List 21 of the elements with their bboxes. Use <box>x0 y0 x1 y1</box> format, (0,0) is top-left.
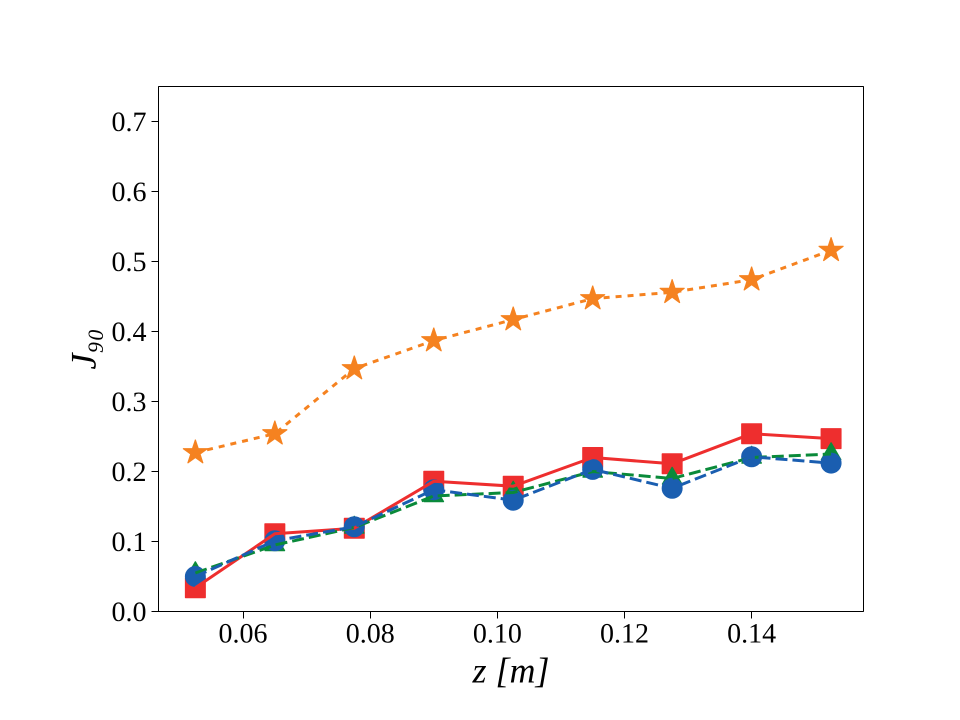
y-tick-label: 0.2 <box>112 457 146 488</box>
x-tick-label: 0.08 <box>346 618 395 650</box>
x-tick-label: 0.14 <box>727 618 776 650</box>
y-axis-title: J₉₀ <box>64 328 104 370</box>
point <box>818 236 844 262</box>
y-tick-label: 0.3 <box>112 387 146 418</box>
x-axis-title: z [m] <box>471 650 550 690</box>
point <box>580 285 606 310</box>
point <box>262 420 288 445</box>
y-tick-label: 0.1 <box>112 527 146 558</box>
x-tick-label: 0.12 <box>600 618 649 650</box>
x-tick-label: 0.10 <box>472 618 522 650</box>
x-tick-label: 0.06 <box>218 618 268 650</box>
y-tick-label: 0.7 <box>112 107 146 138</box>
y-tick-label: 0.6 <box>112 177 146 208</box>
point <box>182 439 208 464</box>
y-tick-label: 0.4 <box>112 317 146 348</box>
y-tick-label: 0.0 <box>112 597 146 628</box>
point <box>500 306 526 331</box>
y-tick-label: 0.5 <box>112 247 146 278</box>
point <box>820 452 842 474</box>
